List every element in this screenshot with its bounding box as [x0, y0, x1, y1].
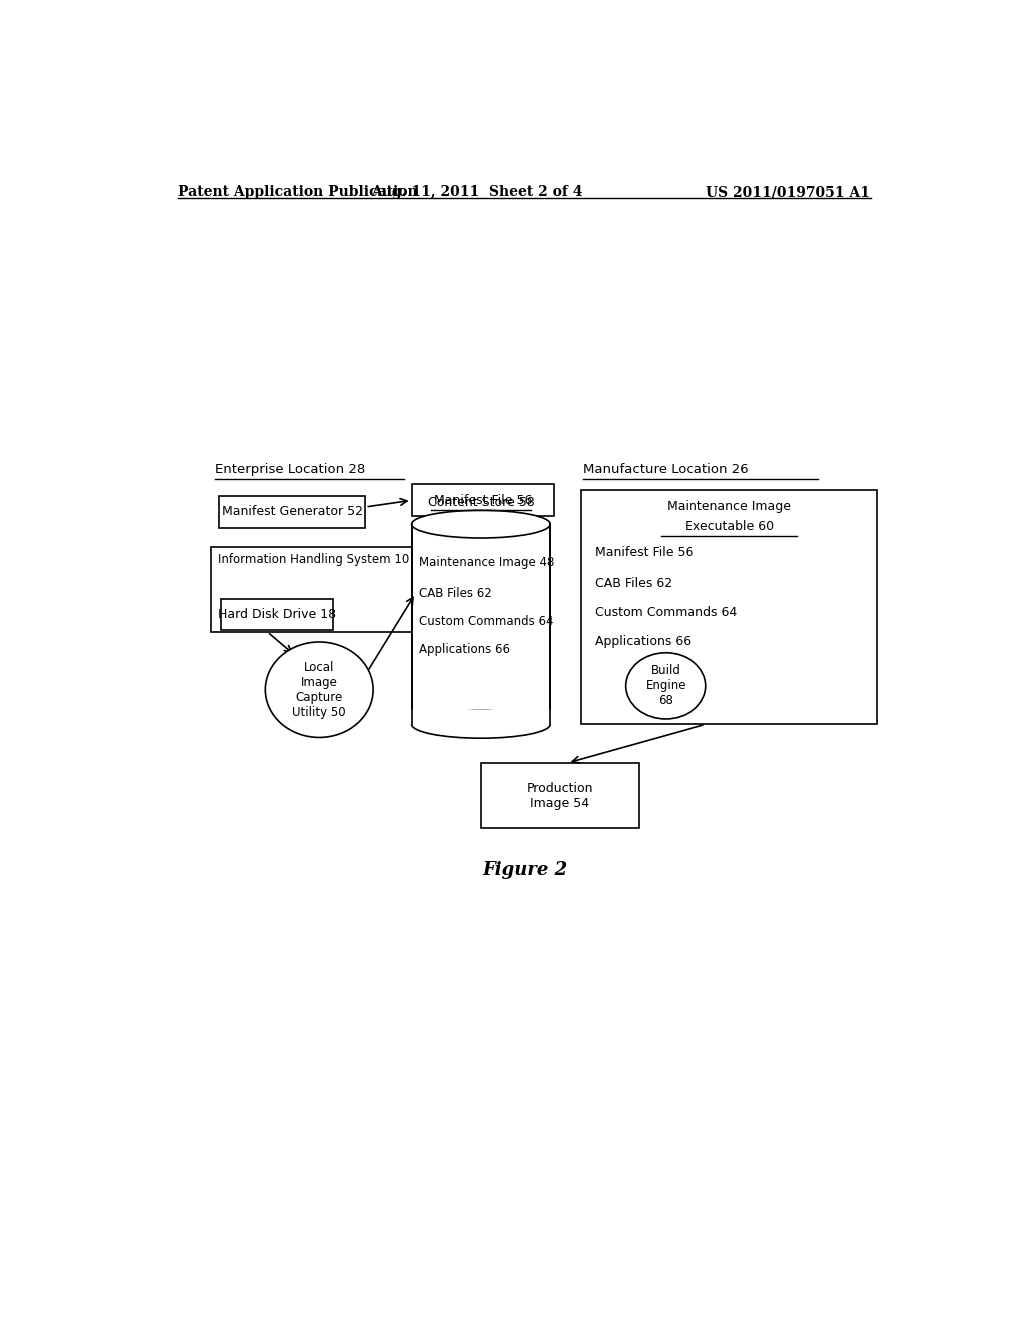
Text: Applications 66: Applications 66 — [595, 635, 691, 648]
Ellipse shape — [626, 653, 706, 719]
Text: Figure 2: Figure 2 — [482, 861, 567, 879]
Text: Enterprise Location 28: Enterprise Location 28 — [215, 462, 366, 475]
FancyBboxPatch shape — [412, 484, 554, 516]
Text: Content Store 58: Content Store 58 — [428, 496, 535, 508]
Text: Applications 66: Applications 66 — [419, 643, 510, 656]
Text: Maintenance Image: Maintenance Image — [668, 500, 792, 513]
Text: Local
Image
Capture
Utility 50: Local Image Capture Utility 50 — [293, 661, 346, 718]
Ellipse shape — [412, 511, 550, 539]
FancyBboxPatch shape — [211, 548, 412, 632]
Text: Maintenance Image 48: Maintenance Image 48 — [419, 556, 555, 569]
Text: Executable 60: Executable 60 — [685, 520, 774, 533]
FancyBboxPatch shape — [581, 490, 878, 725]
Text: CAB Files 62: CAB Files 62 — [419, 587, 493, 601]
Text: CAB Files 62: CAB Files 62 — [595, 577, 672, 590]
Text: Aug. 11, 2011  Sheet 2 of 4: Aug. 11, 2011 Sheet 2 of 4 — [372, 185, 583, 199]
Text: Custom Commands 64: Custom Commands 64 — [419, 615, 554, 628]
Text: Manufacture Location 26: Manufacture Location 26 — [584, 462, 749, 475]
Text: Build
Engine
68: Build Engine 68 — [645, 664, 686, 708]
FancyBboxPatch shape — [221, 599, 333, 630]
Text: Information Handling System 10: Information Handling System 10 — [217, 553, 409, 566]
Ellipse shape — [265, 642, 373, 738]
Text: Custom Commands 64: Custom Commands 64 — [595, 606, 737, 619]
Bar — [412, 524, 550, 725]
Text: Manifest File 56: Manifest File 56 — [433, 494, 532, 507]
Text: Patent Application Publication: Patent Application Publication — [178, 185, 418, 199]
Bar — [408, 710, 554, 725]
Text: US 2011/0197051 A1: US 2011/0197051 A1 — [706, 185, 869, 199]
Text: Manifest Generator 52: Manifest Generator 52 — [222, 506, 362, 519]
Text: Production
Image 54: Production Image 54 — [526, 781, 593, 809]
Text: Manifest File 56: Manifest File 56 — [595, 546, 693, 560]
FancyBboxPatch shape — [219, 496, 366, 528]
Ellipse shape — [412, 710, 550, 738]
FancyBboxPatch shape — [481, 763, 639, 829]
Text: Hard Disk Drive 18: Hard Disk Drive 18 — [218, 607, 336, 620]
